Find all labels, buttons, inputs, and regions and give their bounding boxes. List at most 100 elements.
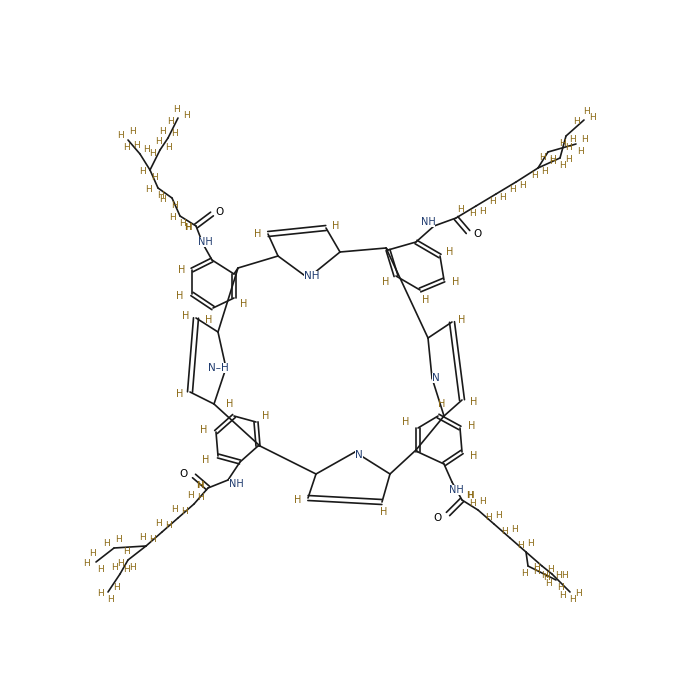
Text: N–H: N–H (208, 363, 228, 373)
Text: O: O (474, 229, 482, 239)
Text: H: H (158, 128, 165, 137)
Text: H: H (129, 563, 135, 572)
Text: H: H (123, 547, 129, 556)
Text: N: N (355, 450, 363, 460)
Text: H: H (565, 156, 571, 165)
Text: H: H (89, 549, 95, 558)
Text: H: H (179, 219, 185, 228)
Text: H: H (479, 498, 485, 507)
Text: H: H (559, 161, 565, 170)
Text: H: H (575, 590, 582, 598)
Text: H: H (165, 144, 171, 152)
Text: H: H (133, 142, 139, 151)
Text: H: H (158, 195, 165, 205)
Text: H: H (112, 584, 119, 593)
Text: H: H (519, 181, 525, 191)
Text: H: H (548, 156, 555, 165)
Text: H: H (182, 311, 190, 321)
Text: H: H (577, 147, 584, 156)
Text: H: H (533, 567, 540, 577)
Text: H: H (187, 491, 194, 500)
Text: H: H (541, 572, 548, 581)
Text: H: H (517, 542, 523, 551)
Text: H: H (202, 455, 210, 465)
Text: H: H (489, 198, 496, 207)
Text: H: H (565, 144, 571, 152)
Text: H: H (183, 112, 190, 121)
Text: H: H (468, 421, 476, 431)
Text: H: H (466, 491, 474, 500)
Text: H: H (154, 519, 161, 528)
Text: H: H (149, 535, 156, 544)
Text: H: H (129, 128, 135, 137)
Text: H: H (169, 214, 175, 223)
Text: H: H (499, 193, 505, 202)
Text: H: H (200, 425, 208, 435)
Text: H: H (539, 154, 546, 163)
Text: NH: NH (449, 485, 463, 495)
Text: H: H (508, 186, 515, 195)
Text: H: H (171, 505, 177, 514)
Text: H: H (240, 299, 248, 309)
Text: O: O (216, 207, 224, 217)
Text: H: H (422, 295, 430, 305)
Text: H: H (471, 397, 478, 407)
Text: H: H (510, 526, 517, 535)
Text: H: H (83, 560, 89, 568)
Text: H: H (184, 223, 192, 232)
Text: H: H (176, 291, 183, 301)
Text: H: H (171, 130, 177, 138)
Text: H: H (438, 399, 445, 409)
Text: H: H (541, 168, 548, 177)
Text: H: H (521, 570, 527, 579)
Text: H: H (468, 500, 475, 509)
Text: H: H (176, 389, 183, 399)
Text: H: H (110, 563, 117, 572)
Text: NH: NH (420, 217, 435, 227)
Text: H: H (495, 512, 502, 521)
Text: O: O (180, 469, 188, 479)
Text: H: H (402, 417, 410, 427)
Text: H: H (452, 277, 460, 287)
Text: H: H (485, 514, 492, 523)
Text: NH: NH (198, 237, 213, 247)
Text: H: H (143, 145, 150, 154)
Text: H: H (196, 493, 203, 503)
Text: H: H (548, 158, 555, 167)
Text: H: H (559, 591, 565, 600)
Text: O: O (434, 513, 442, 523)
Text: H: H (380, 507, 388, 517)
Text: H: H (123, 565, 129, 574)
Text: H: H (544, 579, 551, 588)
Text: H: H (196, 482, 204, 491)
Text: H: H (500, 528, 507, 537)
Text: H: H (154, 138, 161, 147)
Text: H: H (554, 572, 561, 581)
Text: H: H (255, 229, 262, 239)
Text: H: H (583, 107, 590, 117)
Text: NH: NH (304, 271, 320, 281)
Text: H: H (479, 207, 485, 216)
Text: H: H (97, 565, 104, 574)
Text: H: H (139, 168, 146, 177)
Text: H: H (205, 315, 213, 325)
Text: H: H (468, 209, 475, 218)
Text: H: H (294, 495, 302, 505)
Text: H: H (165, 521, 171, 530)
Text: H: H (103, 540, 110, 549)
Text: H: H (531, 172, 538, 181)
Text: NH: NH (229, 479, 243, 489)
Text: H: H (149, 149, 156, 158)
Text: H: H (97, 590, 104, 598)
Text: H: H (332, 221, 340, 231)
Text: H: H (556, 584, 563, 593)
Text: H: H (458, 315, 466, 325)
Text: H: H (581, 135, 588, 144)
Text: H: H (181, 507, 188, 517)
Text: H: H (156, 191, 163, 200)
Text: H: H (167, 117, 173, 126)
Text: H: H (114, 535, 121, 544)
Text: H: H (145, 186, 152, 195)
Text: H: H (226, 399, 234, 409)
Text: N: N (432, 373, 440, 383)
